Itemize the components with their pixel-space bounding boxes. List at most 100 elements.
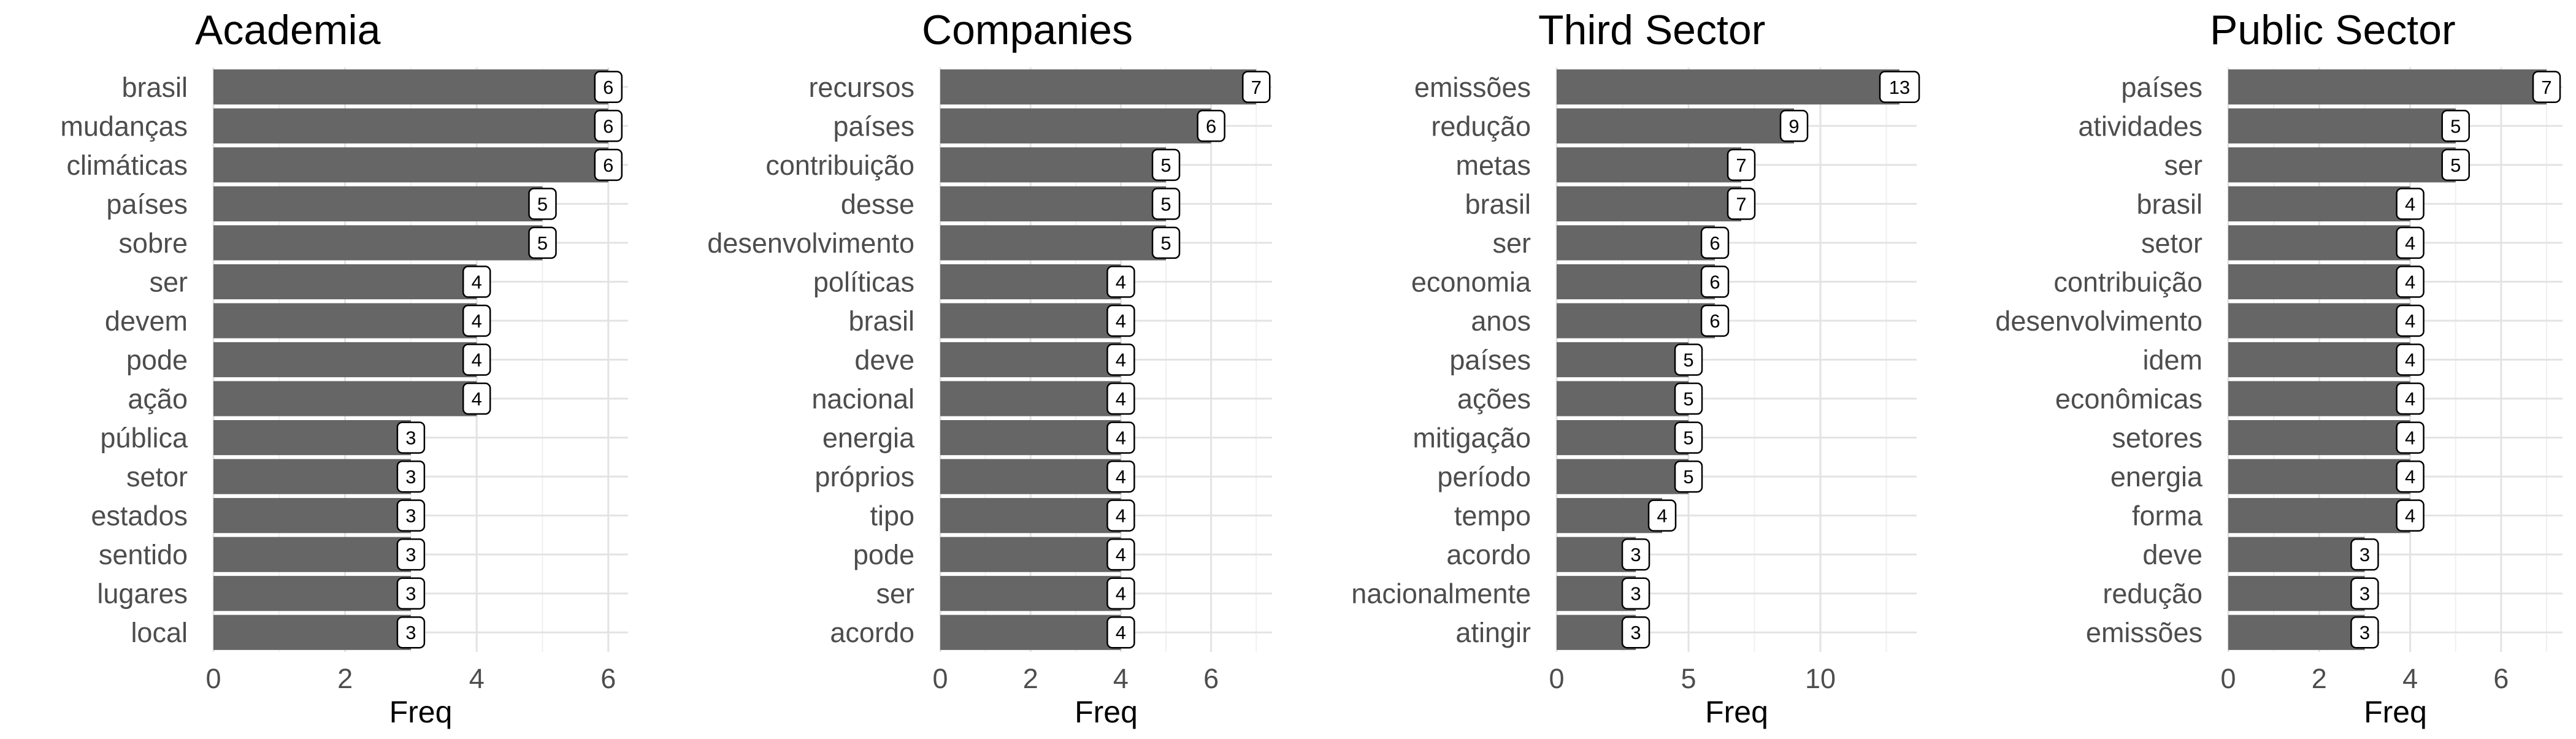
data-label: 3 <box>2359 583 2370 605</box>
category-label: deve <box>2142 539 2202 570</box>
data-label: 4 <box>2405 427 2415 449</box>
data-label: 6 <box>1709 310 1720 332</box>
data-label-box <box>1700 226 1730 259</box>
data-label-box <box>1674 421 1703 454</box>
data-label-box <box>1647 499 1677 532</box>
bar <box>213 498 411 534</box>
data-label-box <box>1674 460 1703 493</box>
bar <box>213 419 411 456</box>
data-label: 7 <box>2541 77 2551 98</box>
category-label: desenvolvimento <box>707 228 914 259</box>
data-label: 4 <box>2405 350 2415 371</box>
data-label: 4 <box>1116 505 1126 527</box>
data-label-box <box>2441 110 2470 142</box>
data-label-box <box>594 71 623 104</box>
bar <box>2228 225 2410 261</box>
category-label: estados <box>91 500 188 532</box>
data-label: 4 <box>1116 388 1126 410</box>
category-label: setores <box>2112 423 2202 454</box>
data-label-box <box>2350 538 2379 571</box>
category-label: redução <box>1431 110 1531 142</box>
bar <box>2228 69 2547 105</box>
data-label: 4 <box>2405 388 2415 410</box>
data-label: 4 <box>2405 310 2415 332</box>
data-label: 3 <box>405 505 416 527</box>
category-label: acordo <box>1446 539 1531 570</box>
data-label-box <box>396 577 426 610</box>
category-label: energia <box>2110 461 2203 492</box>
bar <box>940 108 1211 144</box>
category-label: idem <box>2142 345 2202 376</box>
bar <box>213 537 411 572</box>
bar <box>940 498 1121 534</box>
bar <box>1557 342 1689 378</box>
data-label-box <box>2396 460 2425 493</box>
bar <box>2228 537 2365 572</box>
bar <box>213 342 477 378</box>
data-label: 3 <box>1630 583 1641 605</box>
data-label-box <box>1197 110 1225 142</box>
data-label: 5 <box>537 193 548 215</box>
data-label-box <box>1700 304 1730 337</box>
x-tick-label: 4 <box>2402 663 2418 694</box>
bar <box>940 225 1167 261</box>
bar <box>1557 381 1689 416</box>
category-label: países <box>1449 345 1531 376</box>
data-label: 5 <box>537 232 548 254</box>
data-label: 3 <box>405 427 416 449</box>
category-label: tempo <box>1454 500 1531 532</box>
category-label: setor <box>2141 228 2202 259</box>
data-label-box <box>1621 538 1650 571</box>
data-label-box <box>1779 110 1809 142</box>
category-label: sobre <box>118 228 188 259</box>
data-label-box <box>1621 577 1650 610</box>
category-label: tipo <box>870 500 914 532</box>
panel-title: Companies <box>922 7 1133 53</box>
category-label: brasil <box>848 305 914 337</box>
category-label: economia <box>1411 266 1531 297</box>
category-label: próprios <box>815 461 914 492</box>
data-label: 5 <box>1683 350 1693 371</box>
category-label: emissões <box>2086 617 2202 648</box>
category-label: pública <box>100 423 188 454</box>
data-label-box <box>1674 382 1703 415</box>
bar <box>940 576 1121 611</box>
data-label-box <box>396 616 426 649</box>
data-label-box <box>2532 71 2561 104</box>
category-label: ser <box>2164 150 2202 181</box>
category-label: países <box>106 188 188 220</box>
data-label-box <box>594 110 623 142</box>
data-label: 5 <box>1683 388 1693 410</box>
bar <box>940 537 1121 572</box>
category-label: ação <box>128 383 188 415</box>
bar <box>1557 108 1795 144</box>
data-label: 3 <box>2359 544 2370 565</box>
data-label: 5 <box>1160 232 1171 254</box>
category-label: local <box>131 617 188 648</box>
category-label: contribuição <box>765 150 914 181</box>
data-label-box <box>1241 71 1271 104</box>
category-label: desenvolvimento <box>1995 305 2202 337</box>
data-label-box <box>2441 148 2470 182</box>
bar <box>213 186 543 221</box>
category-label: mitigação <box>1413 423 1531 454</box>
category-label: período <box>1437 461 1531 492</box>
data-label-box <box>1700 266 1730 298</box>
x-axis-label: Freq <box>1705 695 1768 729</box>
data-label: 3 <box>1630 544 1641 565</box>
x-tick-label: 6 <box>600 663 616 694</box>
bar <box>213 147 608 183</box>
bar <box>213 381 477 416</box>
category-label: ser <box>1492 228 1531 259</box>
data-label-box <box>396 538 426 571</box>
data-label-box <box>1621 616 1650 649</box>
bar <box>940 147 1167 183</box>
category-label: recursos <box>808 72 914 103</box>
data-label: 4 <box>2405 466 2415 488</box>
x-tick-label: 4 <box>469 663 485 694</box>
data-label-box <box>2396 499 2425 532</box>
data-label-box <box>1106 343 1135 376</box>
bar <box>2228 342 2410 378</box>
